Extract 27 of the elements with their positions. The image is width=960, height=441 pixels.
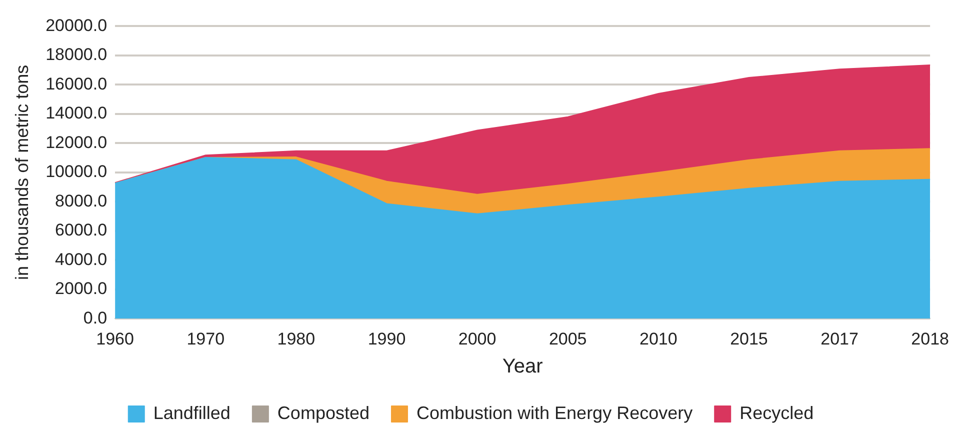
- y-tick-label: 12000.0: [46, 132, 108, 152]
- legend-label: Composted: [277, 402, 370, 423]
- y-tick-label: 10000.0: [46, 162, 108, 182]
- legend-label: Combustion with Energy Recovery: [416, 402, 693, 423]
- x-tick-label: 1960: [96, 329, 134, 348]
- y-tick-label: 4000.0: [55, 250, 108, 269]
- x-tick-label: 2005: [548, 329, 587, 348]
- x-tick-label: 2010: [639, 329, 678, 348]
- x-tick-label: 2000: [458, 329, 496, 348]
- x-tick-label: 1990: [368, 329, 406, 348]
- y-axis-title: in thousands of metric tons: [12, 64, 32, 280]
- y-tick-label: 6000.0: [55, 220, 108, 240]
- legend-label: Landfilled: [153, 402, 230, 423]
- y-tick-label: 2000.0: [55, 279, 108, 298]
- y-tick-label: 20000.0: [46, 16, 108, 35]
- y-tick-label: 16000.0: [46, 74, 108, 94]
- x-axis-title: Year: [502, 356, 544, 378]
- y-tick-label: 14000.0: [46, 104, 108, 123]
- x-tick-label: 1980: [277, 329, 316, 348]
- y-tick-label: 8000.0: [55, 191, 108, 210]
- x-tick-label: 2015: [730, 329, 768, 348]
- x-tick-label: 1970: [186, 329, 225, 348]
- x-tick-label: 2018: [911, 329, 950, 348]
- x-tick-label: 2017: [820, 329, 858, 348]
- y-tick-label: 18000.0: [46, 45, 108, 64]
- legend-label: Recycled: [740, 402, 814, 423]
- y-tick-label: 0.0: [83, 308, 108, 328]
